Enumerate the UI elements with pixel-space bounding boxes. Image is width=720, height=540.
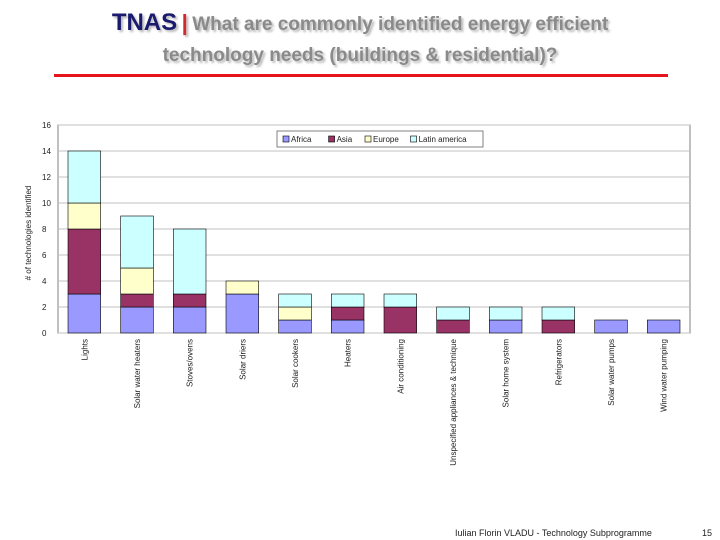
x-tick-label: Air conditioning — [396, 339, 405, 394]
legend-swatch-asia — [328, 135, 335, 143]
bar-europe — [120, 267, 154, 295]
title-line-2: technology needs (buildings & residentia… — [162, 45, 558, 66]
bar-asia — [436, 319, 470, 334]
bar-latin-america — [67, 150, 101, 204]
bar-africa — [67, 293, 101, 334]
bar-asia — [173, 293, 207, 308]
bar-asia — [541, 319, 575, 334]
legend-label-europe: Europe — [373, 135, 399, 144]
legend-swatch-africa — [282, 135, 290, 143]
bar-latin-america — [331, 293, 365, 308]
bar-asia — [120, 293, 154, 308]
y-tick-label: 8 — [42, 225, 47, 234]
x-tick-label: Solar water pumps — [607, 339, 616, 406]
bar-africa — [594, 319, 628, 334]
title-underline — [54, 74, 668, 77]
slide-title: TNAS | What are commonly identified ener… — [0, 8, 720, 72]
x-tick-label: Heaters — [344, 339, 353, 367]
x-tick-label: Lights — [80, 339, 89, 360]
y-tick-label: 16 — [42, 121, 51, 130]
legend-swatch-latin-america — [410, 135, 417, 143]
bar-asia — [331, 306, 365, 321]
x-tick-label: Refrigerators — [554, 339, 563, 385]
bar-latin-america — [173, 228, 207, 295]
bar-latin-america — [278, 293, 312, 308]
x-tick-label: Solar driers — [238, 339, 247, 380]
legend-label-asia: Asia — [337, 135, 353, 144]
y-tick-label: 10 — [42, 199, 51, 208]
legend-swatch-europe — [364, 135, 372, 143]
bar-africa — [331, 319, 365, 334]
title-lead: TNAS — [111, 9, 178, 36]
bar-latin-america — [436, 306, 470, 321]
bar-latin-america — [383, 293, 417, 308]
title-line-1: What are commonly identified energy effi… — [192, 14, 609, 35]
x-tick-label: Solar cookers — [291, 339, 300, 388]
y-tick-label: 4 — [42, 277, 47, 286]
y-tick-label: 14 — [42, 147, 51, 156]
legend-label-africa: Africa — [291, 135, 312, 144]
bar-africa — [489, 319, 523, 334]
footer-text: Iulian Florin VLADU - Technology Subprog… — [455, 528, 652, 538]
x-tick-label: Stoves/ovens — [186, 339, 195, 387]
bar-asia — [383, 306, 417, 334]
bar-europe — [278, 306, 312, 321]
bar-africa — [225, 293, 259, 334]
x-tick-label: Wind water pumping — [660, 339, 669, 412]
bar-latin-america — [541, 306, 575, 321]
x-tick-label: Unspecified appliances & technique — [449, 338, 458, 465]
bar-africa — [647, 319, 681, 334]
page-number: 15 — [702, 528, 713, 538]
y-tick-label: 0 — [42, 329, 47, 338]
bar-europe — [225, 280, 259, 295]
bar-latin-america — [120, 215, 154, 269]
y-tick-label: 6 — [42, 251, 47, 260]
bar-africa — [278, 319, 312, 334]
bar-africa — [173, 306, 207, 334]
bar-latin-america — [489, 306, 523, 321]
y-tick-label: 2 — [42, 303, 47, 312]
legend-box — [276, 130, 484, 148]
x-tick-label: Solar water heaters — [133, 339, 142, 408]
y-axis-label: # of technologies identified — [24, 186, 33, 281]
legend-label-latin-america: Latin america — [419, 135, 468, 144]
x-tick-label: Solar home system — [502, 339, 511, 408]
bar-asia — [67, 228, 101, 295]
bar-europe — [67, 202, 101, 230]
bar-africa — [120, 306, 154, 334]
title-separator: | — [181, 10, 188, 35]
y-tick-label: 12 — [42, 173, 51, 182]
